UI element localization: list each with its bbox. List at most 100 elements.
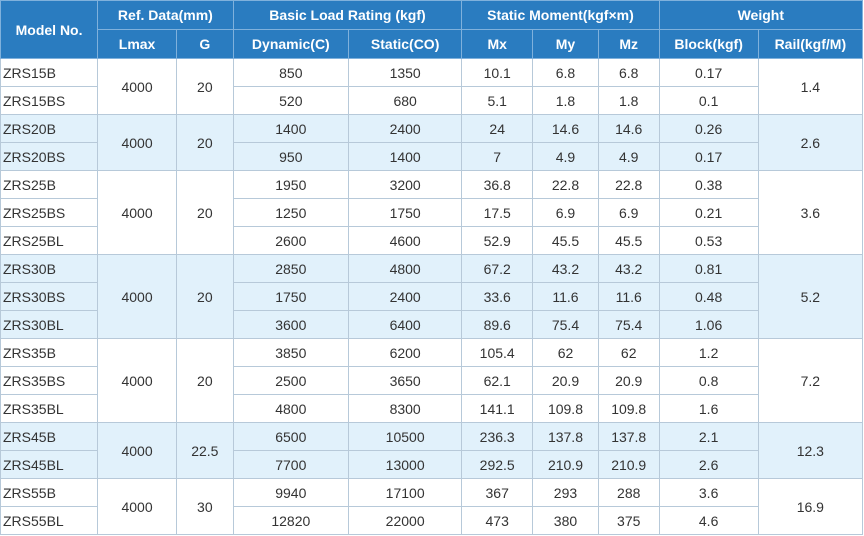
- table-row: ZRS45BL 7700 13000 292.5 210.9 210.9 2.6: [0, 450, 863, 479]
- mz-cell: 1.8: [597, 86, 660, 115]
- block-cell: 1.6: [658, 394, 759, 423]
- block-cell: 1.06: [658, 310, 759, 339]
- model-cell: ZRS25BS: [0, 198, 99, 227]
- mz-cell: 4.9: [597, 142, 660, 171]
- g-cell: 22.5: [176, 422, 234, 479]
- mz-cell: 45.5: [597, 226, 660, 255]
- header-model: Model No.: [0, 0, 99, 59]
- lmax-cell: 4000: [97, 254, 178, 339]
- my-cell: 109.8: [532, 394, 599, 423]
- my-cell: 11.6: [532, 282, 599, 311]
- dynamic-cell: 1400: [232, 114, 349, 143]
- dynamic-cell: 9940: [232, 478, 349, 507]
- my-cell: 6.9: [532, 198, 599, 227]
- my-cell: 137.8: [532, 422, 599, 451]
- my-cell: 43.2: [532, 254, 599, 283]
- g-cell: 20: [176, 114, 234, 171]
- table-header: Model No. Ref. Data(mm) Basic Load Ratin…: [0, 0, 864, 59]
- rail-cell: 12.3: [757, 422, 864, 479]
- static-cell: 6400: [347, 310, 463, 339]
- my-cell: 4.9: [532, 142, 599, 171]
- dynamic-cell: 3600: [232, 310, 349, 339]
- mz-cell: 137.8: [597, 422, 660, 451]
- block-cell: 2.1: [658, 422, 759, 451]
- static-cell: 4800: [347, 254, 463, 283]
- model-cell: ZRS15B: [0, 58, 99, 87]
- mx-cell: 141.1: [461, 394, 534, 423]
- dynamic-cell: 950: [232, 142, 349, 171]
- header-basic-load: Basic Load Rating (kgf): [232, 0, 463, 30]
- table-row: ZRS25BS 1250 1750 17.5 6.9 6.9 0.21: [0, 198, 863, 227]
- my-cell: 293: [532, 478, 599, 507]
- dynamic-cell: 6500: [232, 422, 349, 451]
- table-row: ZRS35BS 2500 3650 62.1 20.9 20.9 0.8: [0, 366, 863, 395]
- block-cell: 0.8: [658, 366, 759, 395]
- block-cell: 0.38: [658, 170, 759, 199]
- lmax-cell: 4000: [97, 170, 178, 255]
- block-cell: 4.6: [658, 506, 759, 535]
- mx-cell: 33.6: [461, 282, 534, 311]
- header-weight: Weight: [658, 0, 864, 30]
- mx-cell: 52.9: [461, 226, 534, 255]
- header-mz: Mz: [597, 29, 660, 59]
- dynamic-cell: 850: [232, 58, 349, 87]
- rail-cell: 1.4: [757, 58, 864, 115]
- block-cell: 0.26: [658, 114, 759, 143]
- mz-cell: 6.9: [597, 198, 660, 227]
- my-cell: 62: [532, 338, 599, 367]
- mx-cell: 36.8: [461, 170, 534, 199]
- table-row: ZRS30B 4000 20 2850 4800 67.2 43.2 43.2 0.81 5.2: [0, 254, 864, 339]
- rail-cell: 2.6: [757, 114, 864, 171]
- g-cell: 20: [176, 58, 234, 115]
- mx-cell: 24: [461, 114, 534, 143]
- model-cell: ZRS30BL: [0, 310, 99, 339]
- my-cell: 20.9: [532, 366, 599, 395]
- header-lmax: Lmax: [97, 29, 178, 59]
- static-cell: 1400: [347, 142, 463, 171]
- static-cell: 2400: [347, 114, 463, 143]
- table-row: ZRS15B 4000 20 850 1350 10.1 6.8 6.8 0.17 1.4: [0, 58, 864, 115]
- static-cell: 1750: [347, 198, 463, 227]
- mx-cell: 473: [461, 506, 534, 535]
- header-mx: Mx: [461, 29, 534, 59]
- rail-cell: 16.9: [757, 478, 864, 535]
- my-cell: 14.6: [532, 114, 599, 143]
- static-cell: 4600: [347, 226, 463, 255]
- block-cell: 0.1: [658, 86, 759, 115]
- static-cell: 680: [347, 86, 463, 115]
- static-cell: 8300: [347, 394, 463, 423]
- table-row: ZRS35B 4000 20 3850 6200 105.4 62 62 1.2 7.2: [0, 338, 864, 423]
- model-cell: ZRS30B: [0, 254, 99, 283]
- mx-cell: 67.2: [461, 254, 534, 283]
- dynamic-cell: 3850: [232, 338, 349, 367]
- static-cell: 6200: [347, 338, 463, 367]
- mz-cell: 288: [597, 478, 660, 507]
- mz-cell: 109.8: [597, 394, 660, 423]
- dynamic-cell: 520: [232, 86, 349, 115]
- block-cell: 0.81: [658, 254, 759, 283]
- my-cell: 45.5: [532, 226, 599, 255]
- static-cell: 2400: [347, 282, 463, 311]
- table-body: ZRS15B 4000 20 850 1350 10.1 6.8 6.8 0.17 1.4 ZRS1…: [0, 58, 864, 535]
- lmax-cell: 4000: [97, 58, 178, 115]
- mx-cell: 89.6: [461, 310, 534, 339]
- dynamic-cell: 1250: [232, 198, 349, 227]
- header-my: My: [532, 29, 599, 59]
- lmax-cell: 4000: [97, 338, 178, 423]
- model-cell: ZRS45BL: [0, 450, 99, 479]
- header-g: G: [176, 29, 234, 59]
- model-cell: ZRS55BL: [0, 506, 99, 535]
- table-row: ZRS55B 4000 30 9940 17100 367 293 288 3.6 16.9: [0, 478, 864, 535]
- g-cell: 20: [176, 170, 234, 255]
- mz-cell: 11.6: [597, 282, 660, 311]
- static-cell: 10500: [347, 422, 463, 451]
- dynamic-cell: 7700: [232, 450, 349, 479]
- block-cell: 0.48: [658, 282, 759, 311]
- mz-cell: 14.6: [597, 114, 660, 143]
- mz-cell: 43.2: [597, 254, 660, 283]
- lmax-cell: 4000: [97, 478, 178, 535]
- table-row: ZRS30BS 1750 2400 33.6 11.6 11.6 0.48: [0, 282, 863, 311]
- table-row: ZRS45B 4000 22.5 6500 10500 236.3 137.8 137.8 2.…: [0, 422, 864, 479]
- dynamic-cell: 1950: [232, 170, 349, 199]
- dynamic-cell: 2600: [232, 226, 349, 255]
